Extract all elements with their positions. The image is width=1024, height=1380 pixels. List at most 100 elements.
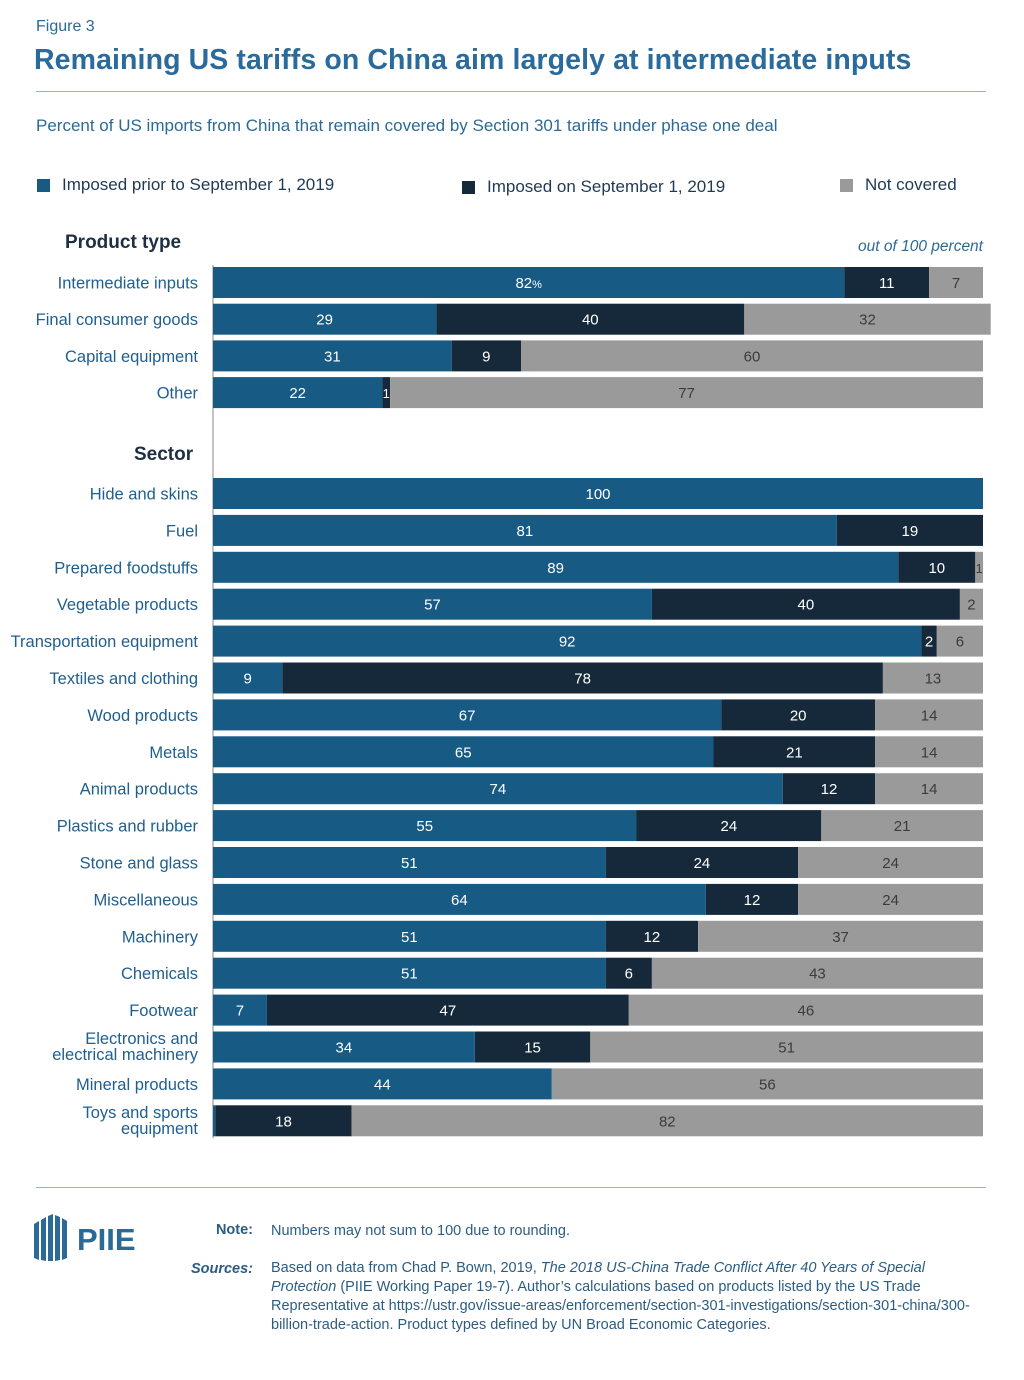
category-label-stone-and-glass: Stone and glass bbox=[80, 855, 198, 873]
category-label-mineral-products: Mineral products bbox=[76, 1076, 198, 1094]
category-label-capital-equipment: Capital equipment bbox=[65, 348, 198, 366]
data-label-other-prior: 22 bbox=[289, 385, 306, 402]
bar-plastics-and-rubber-prior bbox=[213, 810, 637, 842]
data-label-wood-products-not: 14 bbox=[921, 707, 938, 724]
sources-label: Sources: bbox=[190, 1261, 253, 1277]
bar-wood-products-on bbox=[721, 699, 876, 731]
bar-other-on bbox=[382, 377, 391, 409]
data-label-stone-and-glass-not: 24 bbox=[882, 855, 899, 872]
bar-wood-products-not bbox=[875, 699, 983, 731]
bar-textiles-and-clothing-on bbox=[282, 662, 883, 694]
legend-label-not-covered: Not covered bbox=[865, 175, 957, 194]
bar-textiles-and-clothing-not bbox=[882, 662, 983, 694]
bar-stone-and-glass-prior bbox=[213, 847, 606, 878]
data-label-transportation-equipment-not: 6 bbox=[956, 634, 964, 651]
bar-animal-products-not bbox=[875, 773, 983, 805]
data-label-plastics-and-rubber-not: 21 bbox=[894, 818, 911, 835]
bar-machinery-not bbox=[698, 920, 983, 952]
data-label-toys-and-sports-equipment-on: 18 bbox=[275, 1113, 292, 1130]
bar-plastics-and-rubber-not bbox=[821, 810, 983, 842]
bar-capital-equipment-not bbox=[521, 340, 983, 372]
bar-machinery-prior bbox=[213, 920, 606, 952]
category-label-final-consumer-goods: Final consumer goods bbox=[36, 311, 198, 329]
legend-item-on: Imposed on September 1, 2019 bbox=[462, 177, 725, 197]
category-label-plastics-and-rubber: Plastics and rubber bbox=[57, 818, 199, 836]
bar-toys-and-sports-equipment-not bbox=[351, 1105, 984, 1137]
category-label-prepared-foodstuffs: Prepared foodstuffs bbox=[54, 559, 198, 577]
bar-metals-not bbox=[875, 736, 983, 768]
sources-post: (PIIE Working Paper 19-7). Author’s calc… bbox=[271, 1279, 970, 1333]
data-label-metals-not: 14 bbox=[921, 744, 938, 761]
bar-transportation-equipment-prior bbox=[213, 625, 922, 657]
data-label-intermediate-inputs-not: 7 bbox=[952, 275, 960, 292]
bar-mineral-products-not bbox=[551, 1068, 983, 1100]
category-label-toys-and-sports-equipment: Toys and sports equipment bbox=[82, 1104, 198, 1138]
data-label-textiles-and-clothing-prior: 9 bbox=[243, 671, 251, 688]
data-label-hide-and-skins-prior: 100 bbox=[585, 486, 610, 503]
data-label-prepared-foodstuffs-not: 1 bbox=[976, 561, 983, 576]
bar-intermediate-inputs-prior bbox=[213, 267, 845, 298]
data-label-footwear-on: 47 bbox=[440, 1003, 457, 1020]
bar-hide-and-skins-prior bbox=[213, 478, 983, 509]
piie-logo: PIIE bbox=[34, 1214, 136, 1261]
data-label-other-not: 77 bbox=[678, 385, 695, 402]
data-label-intermediate-inputs-prior: 82% bbox=[515, 275, 542, 292]
bar-miscellaneous-not bbox=[798, 883, 983, 915]
unit-note: out of 100 percent bbox=[858, 238, 983, 255]
piie-logo-text: PIIE bbox=[77, 1222, 136, 1257]
data-label-vegetable-products-not: 2 bbox=[967, 597, 975, 614]
bar-prepared-foodstuffs-prior bbox=[213, 551, 899, 583]
data-label-prepared-foodstuffs-prior: 89 bbox=[547, 560, 564, 577]
bar-animal-products-on bbox=[782, 773, 876, 805]
bar-footwear-not bbox=[628, 994, 983, 1026]
data-label-transportation-equipment-on: 2 bbox=[925, 634, 933, 651]
bar-animal-products-prior bbox=[213, 773, 783, 805]
data-label-plastics-and-rubber-prior: 55 bbox=[416, 818, 433, 835]
category-label-transportation-equipment: Transportation equipment bbox=[11, 633, 199, 651]
bar-other-prior bbox=[213, 377, 383, 409]
category-label-electronics-and-electrical-machinery: Electronics and electrical machinery bbox=[52, 1030, 199, 1064]
data-label-transportation-equipment-prior: 92 bbox=[559, 634, 576, 651]
bar-metals-prior bbox=[213, 736, 714, 768]
data-label-final-consumer-goods-not: 32 bbox=[859, 312, 876, 329]
bar-chemicals-prior bbox=[213, 957, 606, 989]
data-label-wood-products-prior: 67 bbox=[459, 707, 476, 724]
data-label-machinery-prior: 51 bbox=[401, 929, 418, 946]
data-label-machinery-on: 12 bbox=[644, 929, 661, 946]
category-label-chemicals: Chemicals bbox=[121, 965, 198, 983]
data-label-fuel-on: 19 bbox=[902, 523, 919, 540]
category-label-metals: Metals bbox=[149, 744, 198, 762]
bar-footwear-prior bbox=[213, 994, 267, 1026]
category-label-miscellaneous: Miscellaneous bbox=[93, 891, 198, 909]
bar-fuel-on bbox=[836, 514, 983, 546]
bar-prepared-foodstuffs-not bbox=[975, 551, 983, 583]
data-label-electronics-and-electrical-machinery-not: 51 bbox=[778, 1040, 795, 1057]
title-divider bbox=[36, 91, 986, 92]
bar-machinery-on bbox=[605, 920, 699, 952]
category-label-animal-products: Animal products bbox=[80, 781, 198, 799]
data-label-textiles-and-clothing-on: 78 bbox=[574, 671, 591, 688]
note-label: Note: bbox=[215, 1222, 253, 1238]
bar-plastics-and-rubber-on bbox=[636, 810, 822, 842]
data-label-chemicals-not: 43 bbox=[809, 966, 826, 983]
data-label-animal-products-on: 12 bbox=[821, 781, 838, 798]
data-label-capital-equipment-not: 60 bbox=[744, 348, 761, 365]
section-title-sector: Sector bbox=[134, 444, 194, 465]
bar-final-consumer-goods-on bbox=[436, 303, 745, 335]
legend-swatch-on bbox=[462, 180, 475, 194]
bar-toys-and-sports-equipment-on bbox=[215, 1105, 352, 1137]
bar-vegetable-products-on bbox=[651, 588, 960, 620]
figure-label: Figure 3 bbox=[36, 18, 95, 35]
footer-divider bbox=[36, 1187, 986, 1188]
bar-final-consumer-goods-not bbox=[744, 303, 991, 335]
data-label-final-consumer-goods-on: 40 bbox=[582, 312, 599, 329]
data-label-metals-prior: 65 bbox=[455, 744, 472, 761]
data-label-electronics-and-electrical-machinery-on: 15 bbox=[524, 1040, 541, 1057]
bar-footwear-on bbox=[266, 994, 629, 1026]
bar-transportation-equipment-not bbox=[936, 625, 983, 657]
data-label-mineral-products-prior: 44 bbox=[374, 1076, 391, 1093]
chart-subtitle: Percent of US imports from China that re… bbox=[36, 116, 778, 135]
bar-metals-on bbox=[713, 736, 876, 768]
bar-stone-and-glass-not bbox=[798, 847, 983, 878]
category-label-machinery: Machinery bbox=[122, 928, 199, 946]
